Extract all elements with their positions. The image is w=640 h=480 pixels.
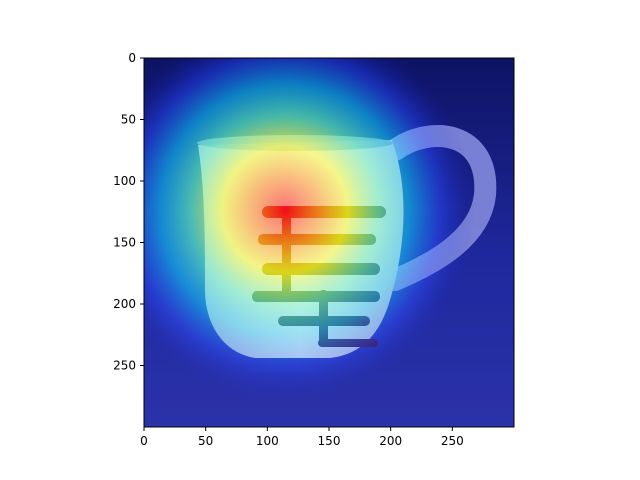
image-area — [144, 58, 514, 427]
y-tick-label: 200 — [113, 297, 136, 311]
y-tick-label: 50 — [121, 113, 136, 127]
x-tick-label: 100 — [256, 434, 279, 448]
y-tick-label: 0 — [128, 51, 136, 65]
x-tick-label: 200 — [379, 434, 402, 448]
x-tick-label: 0 — [140, 434, 148, 448]
y-axis: 0 50 100 150 200 250 — [113, 51, 144, 373]
y-tick-label: 150 — [113, 236, 136, 250]
x-tick-label: 250 — [441, 434, 464, 448]
x-tick-label: 150 — [318, 434, 341, 448]
x-axis: 0 50 100 150 200 250 — [140, 427, 464, 448]
y-tick-label: 100 — [113, 174, 136, 188]
x-tick-label: 50 — [198, 434, 213, 448]
heatmap-overlay-tint — [144, 58, 514, 427]
y-tick-label: 250 — [113, 359, 136, 373]
